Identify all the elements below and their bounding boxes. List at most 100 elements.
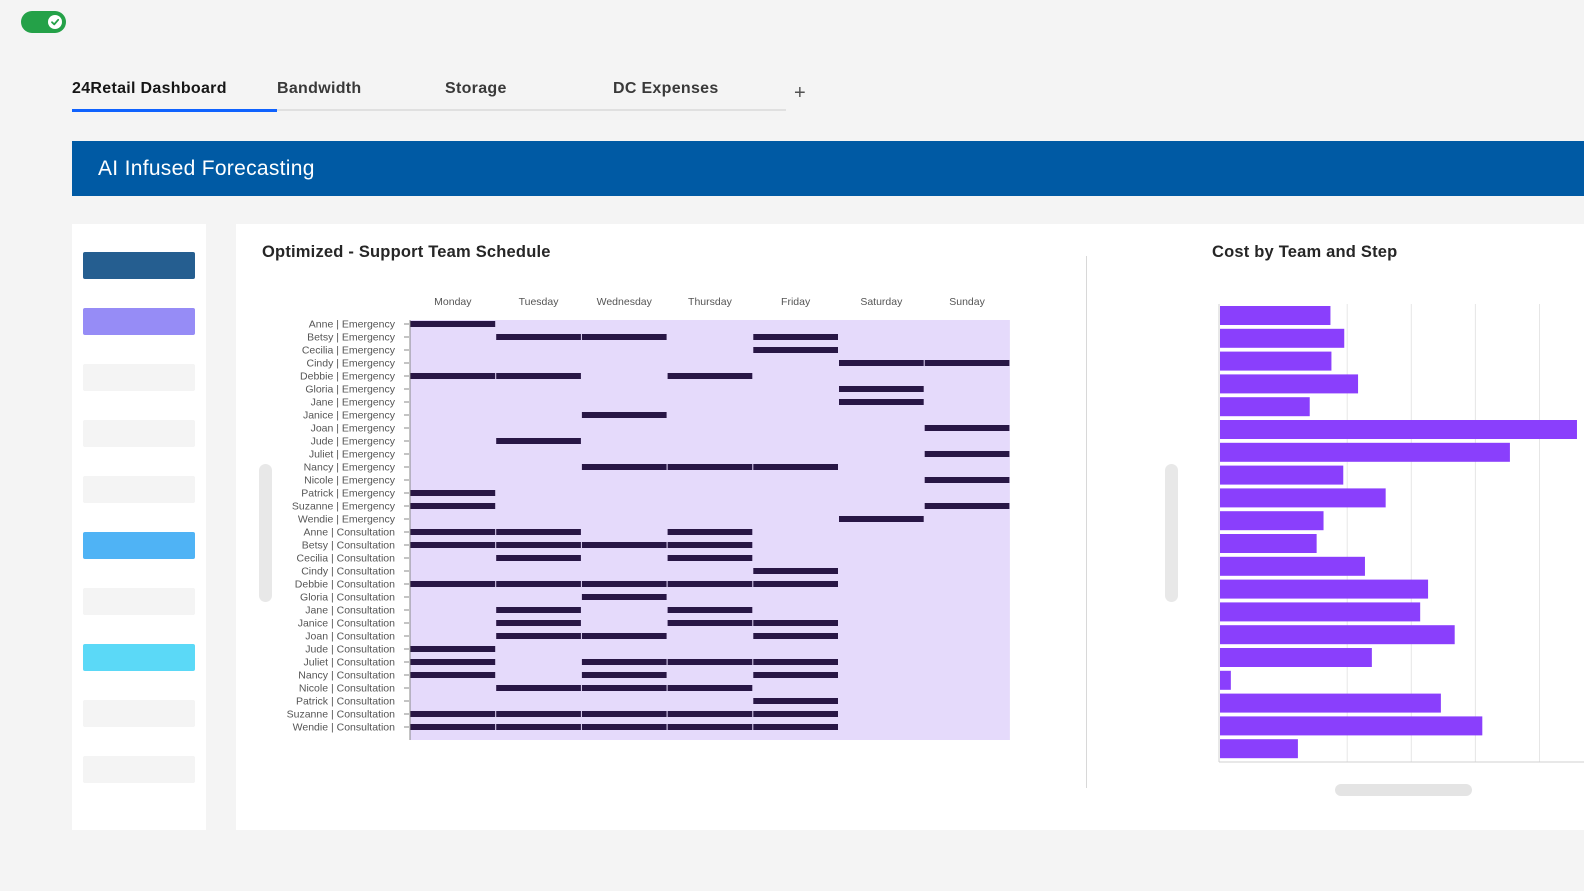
banner-title: AI Infused Forecasting [98, 156, 315, 180]
cost-bar [1220, 602, 1421, 622]
cost-bar [1220, 511, 1324, 531]
heatmap-cell [667, 620, 753, 626]
cost-bar [1220, 328, 1345, 348]
heatmap-cell [496, 581, 581, 587]
heatmap-cell [581, 464, 667, 470]
heatmap-cell [753, 724, 838, 730]
y-tick-label: Nancy | Consultation [298, 670, 395, 682]
tab-bandwidth[interactable]: Bandwidth [277, 80, 362, 97]
y-tick-label: Gloria | Consultation [300, 592, 395, 604]
y-tick-label: Juliet | Consultation [304, 657, 396, 669]
heatmap-cell [581, 581, 667, 587]
panel-divider [1086, 256, 1087, 788]
cost-bar [1220, 716, 1483, 736]
heatmap-cell [496, 373, 581, 379]
y-tick-label: Cecilia | Emergency [302, 345, 396, 357]
heatmap-cell [496, 711, 581, 717]
cost-bar [1220, 465, 1344, 485]
color-swatch[interactable] [83, 644, 195, 671]
y-tick-label: Patrick | Emergency [301, 488, 396, 500]
plus-icon[interactable]: + [794, 82, 806, 104]
heatmap-cell [410, 373, 496, 379]
color-swatch[interactable] [83, 308, 195, 335]
tab-bar: 24Retail Dashboard Bandwidth Storage DC … [72, 74, 832, 114]
toggle-switch[interactable] [21, 11, 66, 33]
color-swatch[interactable] [83, 756, 195, 783]
heatmap-cell [667, 464, 753, 470]
heatmap-cell [753, 698, 838, 704]
schedule-heatmap: Monday Tuesday Wednesday Thursday Friday Satu… [287, 296, 1010, 740]
heatmap-cell [410, 659, 496, 665]
heatmap-cell [839, 399, 924, 405]
heatmap-cell [410, 672, 496, 678]
heatmap-cell [410, 711, 496, 717]
tab-dc-expenses[interactable]: DC Expenses [613, 80, 719, 97]
cost-bar [1220, 306, 1331, 325]
heatmap-cell [496, 542, 581, 548]
y-tick-label: Jane | Emergency [311, 397, 396, 409]
y-tick-label: Cindy | Emergency [306, 358, 395, 370]
heatmap-cell [667, 685, 753, 691]
heatmap-cell [581, 685, 667, 691]
heatmap-cell [667, 711, 753, 717]
y-tick-label: Betsy | Emergency [307, 332, 396, 344]
color-swatch[interactable] [83, 532, 195, 559]
heatmap-cell [839, 386, 924, 392]
heatmap-cell [581, 594, 667, 600]
heatmap-cell [496, 685, 581, 691]
heatmap-cell [753, 581, 838, 587]
heatmap-cell [496, 620, 581, 626]
y-tick-label: Cecilia | Consultation [297, 553, 396, 565]
horizontal-scrollbar[interactable] [1335, 784, 1472, 796]
color-swatch[interactable] [83, 420, 195, 447]
heatmap-cell [410, 542, 496, 548]
cost-bar [1220, 374, 1359, 394]
x-tick-label: Saturday [860, 296, 903, 308]
heatmap-cell [753, 711, 838, 717]
cost-bar [1220, 442, 1510, 462]
left-resize-handle[interactable] [259, 464, 272, 602]
color-swatch[interactable] [83, 476, 195, 503]
y-tick-label: Debbie | Emergency [300, 371, 396, 383]
heatmap-cell [667, 607, 753, 613]
heatmap-cell [667, 581, 753, 587]
cost-bar [1220, 693, 1441, 713]
y-tick-label: Joan | Emergency [311, 423, 396, 435]
y-tick-label: Gloria | Emergency [305, 384, 395, 396]
heatmap-cell [753, 672, 838, 678]
right-resize-handle[interactable] [1165, 464, 1178, 602]
y-tick-label: Wendie | Consultation [293, 722, 396, 734]
heatmap-cell [667, 724, 753, 730]
heatmap-cell [753, 659, 838, 665]
checkmark-icon [48, 15, 62, 29]
y-tick-label: Jane | Consultation [305, 605, 395, 617]
y-tick-label: Nicole | Emergency [304, 475, 396, 487]
y-tick-label: Jude | Emergency [311, 436, 396, 448]
color-swatch[interactable] [83, 700, 195, 727]
heatmap-cell [410, 646, 496, 652]
banner: AI Infused Forecasting [72, 141, 1584, 196]
x-tick-label: Sunday [949, 296, 985, 308]
cost-bar [1220, 488, 1386, 508]
heatmap-cell [581, 334, 667, 340]
y-tick-label: Debbie | Consultation [295, 579, 395, 591]
heatmap-cell [581, 724, 667, 730]
heatmap-cell [496, 633, 581, 639]
heatmap-cell [410, 529, 496, 535]
heatmap-cell [839, 516, 924, 522]
color-swatch[interactable] [83, 364, 195, 391]
tab-24retail-dashboard[interactable]: 24Retail Dashboard [72, 80, 227, 97]
cost-bar [1220, 556, 1365, 576]
heatmap-cell [581, 542, 667, 548]
color-swatch[interactable] [83, 588, 195, 615]
y-tick-label: Cindy | Consultation [301, 566, 395, 578]
active-tab-indicator [72, 109, 277, 112]
tab-storage[interactable]: Storage [445, 80, 507, 97]
heatmap-cell [667, 555, 753, 561]
heatmap-cell [496, 607, 581, 613]
color-swatch[interactable] [83, 252, 195, 279]
heatmap-cell [924, 477, 1010, 483]
y-tick-label: Juliet | Emergency [309, 449, 396, 461]
heatmap-cell [410, 724, 496, 730]
tab-rail [72, 109, 786, 111]
